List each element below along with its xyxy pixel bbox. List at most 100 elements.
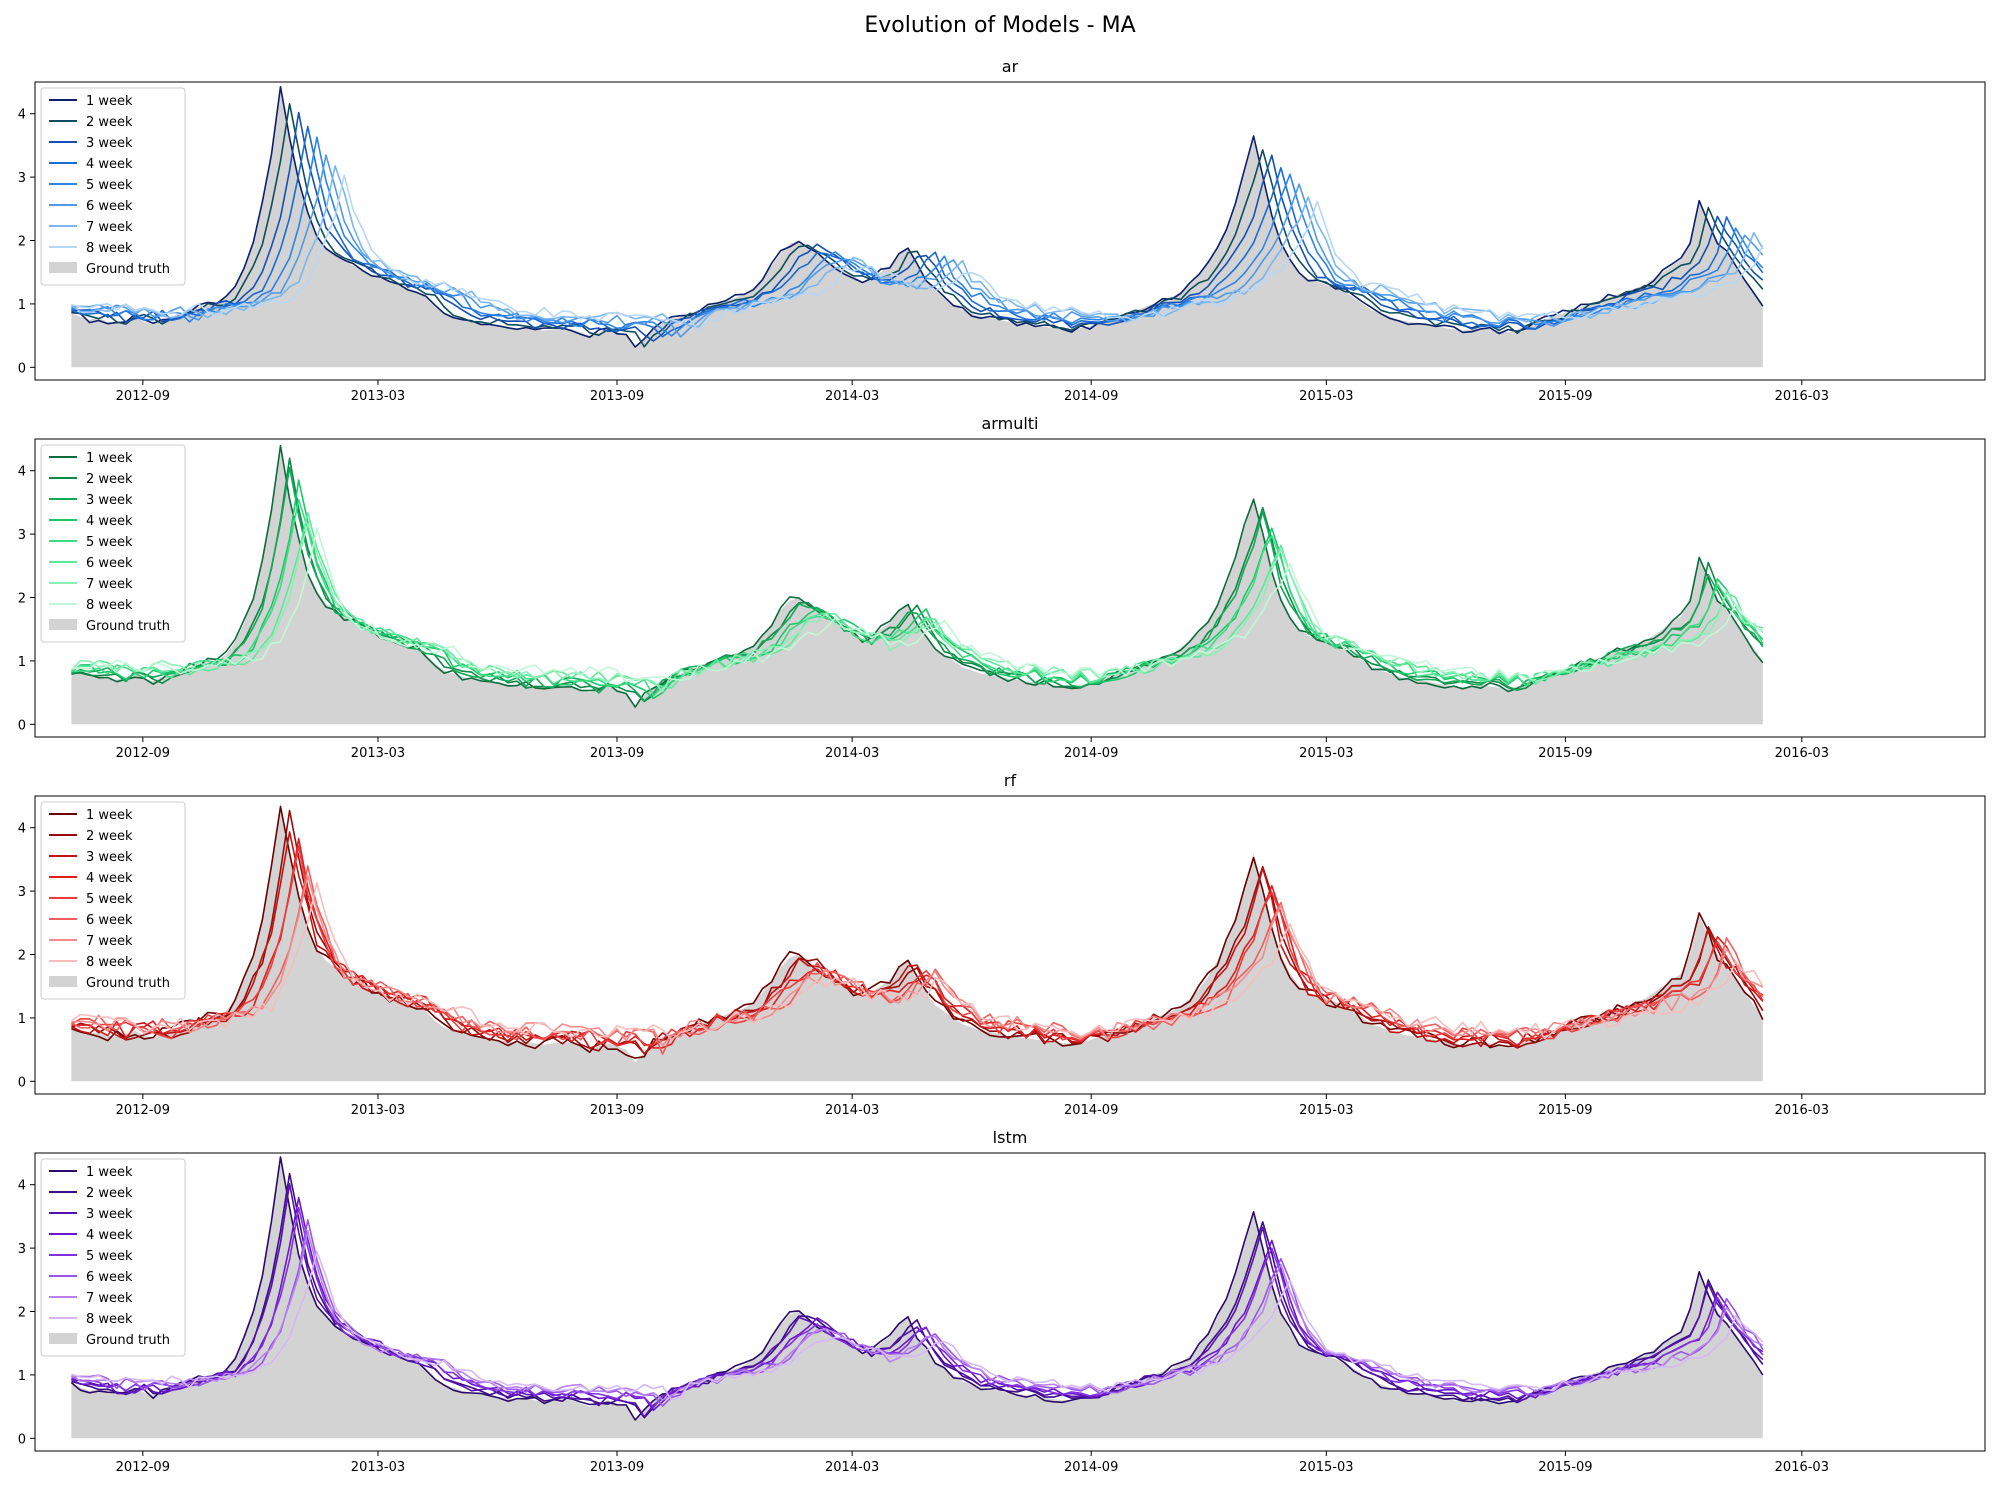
y-tick-label: 4 [18, 1179, 26, 1194]
y-tick-label: 3 [18, 885, 26, 900]
legend-label: 6 week [86, 1270, 133, 1285]
y-tick-label: 0 [18, 1432, 26, 1447]
series-line [70, 882, 1764, 1041]
legend-label: 2 week [86, 472, 133, 487]
x-tick-label: 2015-03 [1299, 1460, 1353, 1475]
legend-swatch [49, 976, 77, 987]
legend: 1 week 2 week 3 week 4 week 5 week 6 week 7 we… [40, 1158, 186, 1357]
x-tick-label: 2015-09 [1538, 1460, 1592, 1475]
legend-label: 4 week [86, 514, 133, 529]
legend-label: 4 week [86, 871, 133, 886]
x-tick-label: 2012-09 [116, 1103, 170, 1118]
legend-swatch [49, 1333, 77, 1344]
legend-label: 3 week [86, 1207, 133, 1222]
legend-label: 8 week [86, 598, 133, 613]
legend-label: 1 week [86, 451, 133, 466]
x-tick-label: 2015-03 [1299, 1103, 1353, 1118]
legend-label: Ground truth [86, 976, 170, 991]
y-tick-label: 2 [18, 1306, 26, 1321]
series-line [71, 103, 1764, 348]
y-tick-label: 2 [18, 235, 26, 250]
legend-label: Ground truth [86, 619, 170, 634]
x-tick-label: 2013-09 [590, 1460, 644, 1475]
figure-title: Evolution of Models - MA [864, 13, 1135, 38]
series-line [70, 1156, 1764, 1421]
axes-frame [34, 81, 1986, 381]
x-tick-label: 2013-03 [351, 746, 405, 761]
legend-label: 7 week [86, 1291, 133, 1306]
legend-label: 6 week [86, 556, 133, 571]
y-tick-label: 3 [18, 171, 26, 186]
y-tick-label: 0 [18, 1075, 26, 1090]
legend-label: 8 week [86, 1312, 133, 1327]
series-line [71, 86, 1764, 348]
y-tick-label: 4 [18, 465, 26, 480]
x-tick-label: 2016-03 [1775, 389, 1829, 404]
legend-label: 3 week [86, 493, 133, 508]
y-tick-label: 3 [18, 528, 26, 543]
x-tick-label: 2014-09 [1064, 1103, 1118, 1118]
ground-truth-area [71, 88, 1763, 368]
ground-truth-area [71, 1159, 1763, 1439]
legend-label: 8 week [86, 241, 133, 256]
series-line [71, 511, 1763, 689]
x-tick-label: 2014-03 [825, 1460, 879, 1475]
x-tick-label: 2013-09 [590, 389, 644, 404]
panel-title: ar [1002, 57, 1019, 76]
y-tick-label: 1 [18, 1369, 26, 1384]
series-line [71, 865, 1764, 1055]
legend-label: 5 week [86, 1249, 133, 1264]
legend-label: 5 week [86, 178, 133, 193]
x-tick-label: 2014-03 [825, 746, 879, 761]
x-tick-label: 2015-09 [1538, 746, 1592, 761]
y-tick-label: 4 [18, 108, 26, 123]
x-tick-label: 2013-09 [590, 1103, 644, 1118]
x-tick-label: 2014-09 [1064, 1460, 1118, 1475]
series-line [70, 1230, 1764, 1401]
legend-label: 2 week [86, 115, 133, 130]
x-tick-label: 2014-09 [1064, 746, 1118, 761]
legend-label: 4 week [86, 1228, 133, 1243]
series-line [70, 165, 1764, 328]
legend: 1 week 2 week 3 week 4 week 5 week 6 week 7 we… [40, 801, 186, 1000]
legend-swatch [49, 262, 77, 273]
ground-truth-area [71, 445, 1763, 725]
x-tick-label: 2016-03 [1775, 1103, 1829, 1118]
series-line [71, 527, 1764, 683]
x-tick-label: 2014-03 [825, 1103, 879, 1118]
x-tick-label: 2015-09 [1538, 389, 1592, 404]
legend-label: 6 week [86, 913, 133, 928]
legend-label: 3 week [86, 850, 133, 865]
series-line [70, 845, 1764, 1047]
legend-label: 1 week [86, 94, 133, 109]
panel-title: lstm [993, 1128, 1028, 1147]
series-line [71, 1219, 1764, 1407]
legend-label: 7 week [86, 220, 133, 235]
y-tick-label: 2 [18, 949, 26, 964]
panel-lstm: lstm 0 1 2 3 4 2012-09 2013-03 2013-09 2014-03 201… [18, 1128, 1986, 1475]
axes-frame [34, 795, 1986, 1095]
series-line [71, 1250, 1764, 1401]
legend-label: 1 week [86, 1165, 133, 1180]
series-line [71, 444, 1764, 708]
x-tick-label: 2012-09 [116, 1460, 170, 1475]
x-tick-label: 2016-03 [1775, 746, 1829, 761]
y-tick-label: 1 [18, 298, 26, 313]
x-tick-label: 2012-09 [116, 389, 170, 404]
x-tick-label: 2015-03 [1299, 389, 1353, 404]
panel-title: armulti [982, 414, 1039, 433]
x-tick-label: 2013-09 [590, 746, 644, 761]
legend-label: 4 week [86, 157, 133, 172]
legend-label: 7 week [86, 934, 133, 949]
panel-rf: rf 0 1 2 3 4 2012-09 2013-03 2013-09 2014-03 2014-… [18, 771, 1986, 1118]
legend-box [40, 87, 186, 286]
panel-title: rf [1004, 771, 1017, 790]
legend-label: 5 week [86, 535, 133, 550]
x-tick-label: 2015-03 [1299, 746, 1353, 761]
x-tick-label: 2014-03 [825, 389, 879, 404]
series-line [71, 125, 1764, 338]
y-tick-label: 0 [18, 361, 26, 376]
y-tick-label: 3 [18, 1242, 26, 1257]
x-tick-label: 2012-09 [116, 746, 170, 761]
legend-swatch [49, 619, 77, 630]
